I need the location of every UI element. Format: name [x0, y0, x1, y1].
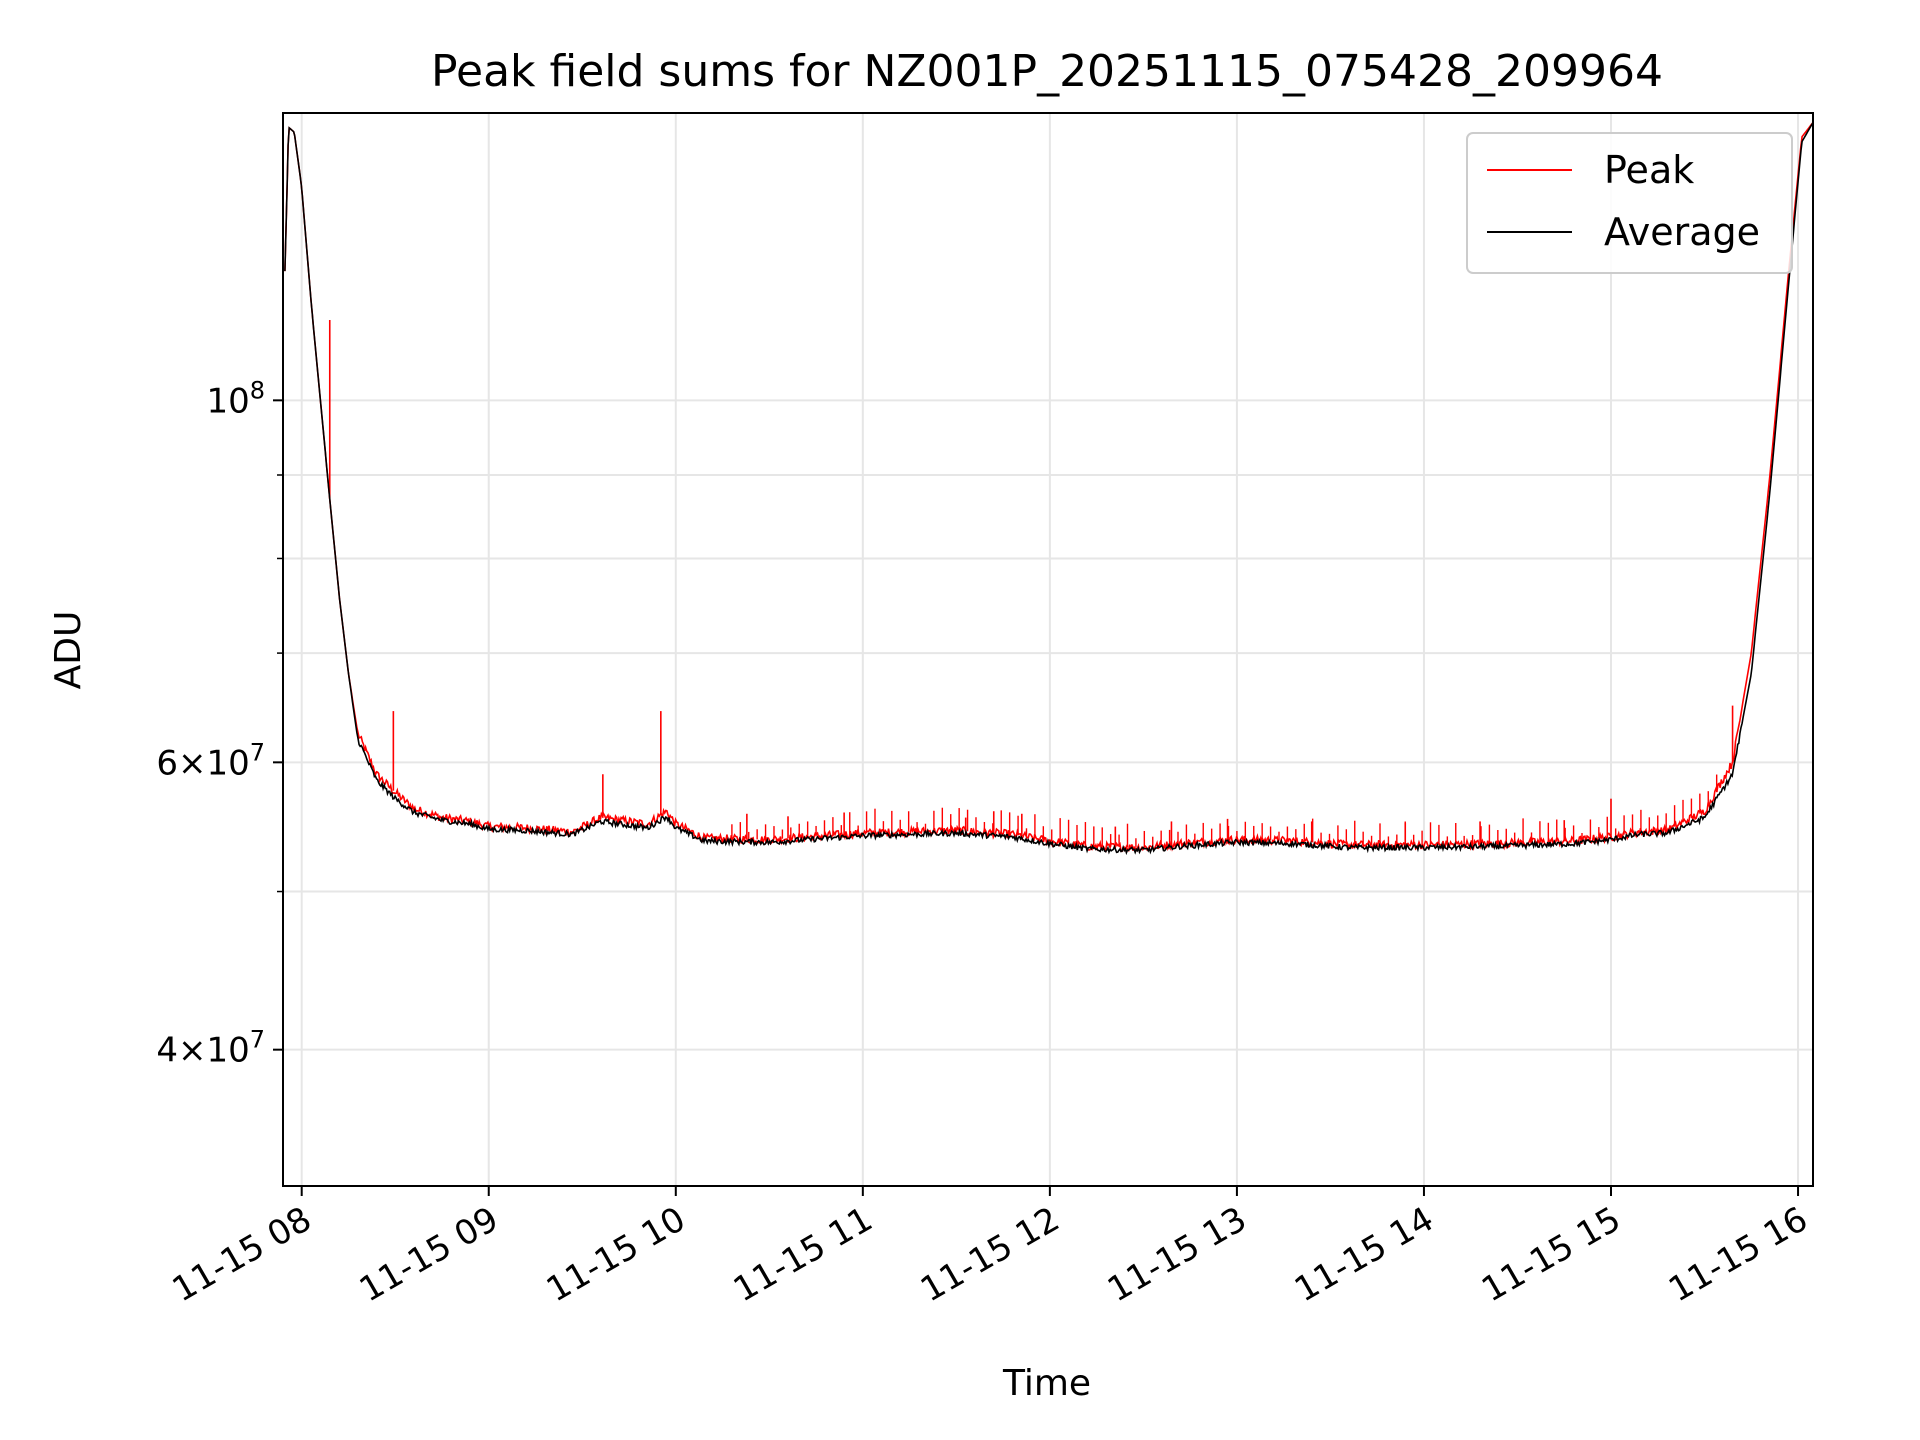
series-line-peak — [284, 122, 1813, 854]
plot-area — [284, 122, 1813, 856]
y-tick-exponent: 7 — [250, 738, 265, 766]
legend-box — [1466, 132, 1793, 274]
legend-label-peak: Peak — [1604, 148, 1694, 192]
y-tick-base: 10 — [206, 1031, 249, 1071]
y-tick-times: × — [178, 743, 207, 783]
y-tick-exponent: 7 — [250, 1026, 265, 1054]
y-tick-exponent: 8 — [250, 376, 265, 404]
y-tick-times: × — [178, 1031, 207, 1071]
x-axis-label: Time — [1002, 1363, 1091, 1404]
y-tick-base: 10 — [206, 381, 249, 421]
legend-label-average: Average — [1604, 210, 1760, 254]
legend: Peak Average — [1466, 132, 1793, 274]
series-line-average — [284, 122, 1813, 856]
y-axis-label: ADU — [48, 611, 89, 690]
plot-frame — [282, 112, 1814, 1187]
y-tick-label: 6×107 — [156, 738, 265, 783]
y-tick-base: 10 — [206, 743, 249, 783]
y-tick-mantissa: 4 — [156, 1031, 178, 1071]
y-tick-mantissa: 6 — [156, 743, 178, 783]
y-tick-label: 4×107 — [156, 1026, 265, 1071]
y-tick-label: 108 — [206, 376, 265, 421]
chart-title: Peak field sums for NZ001P_20251115_0754… — [431, 46, 1663, 97]
grid — [283, 113, 1813, 1186]
